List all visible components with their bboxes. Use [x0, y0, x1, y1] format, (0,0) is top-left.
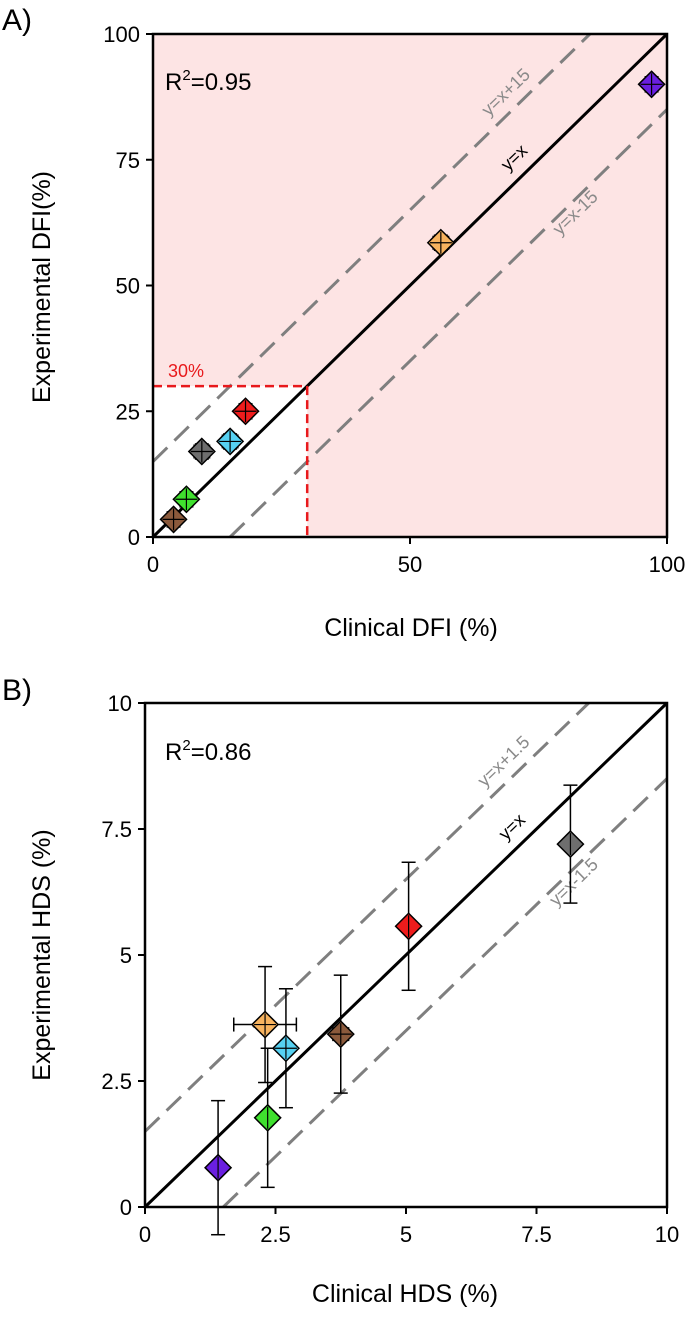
a-point-gray [187, 437, 216, 466]
x-tick-label: 0 [139, 1222, 151, 1247]
y-tick-label: 50 [116, 274, 140, 299]
panel-a-y-axis-title: Experimental DFI(%) [28, 171, 56, 403]
x-tick-label: 0 [147, 552, 159, 577]
a-point-orange [426, 228, 455, 257]
panel-a-chart: A) y=xy=x+15y=x-15 30% 0 50 1000255075100 … [2, 4, 685, 642]
panel-b-y-axis-title: Experimental HDS (%) [28, 829, 56, 1080]
b-point-cyan [271, 988, 301, 1109]
b-point-green [253, 1047, 282, 1189]
b-point-purple [204, 1099, 233, 1236]
b-line-label: y=x [495, 810, 529, 844]
a-point-brown [159, 505, 188, 534]
panel-b-axes: 0 2.5 5 7.5 10 0 2.5 5 7.5 10 [101, 691, 679, 1247]
panel-a-threshold-lines [153, 384, 309, 537]
a-point-red [231, 397, 260, 426]
panel-a-threshold-label: 30% [168, 361, 204, 381]
panel-a-r-squared: R2=0.95 [165, 67, 251, 96]
b-line-label: y=x-1.5 [545, 854, 602, 910]
panel-a-axes: 0 50 100 0 25 50 75 100 [103, 22, 685, 577]
x-tick-label: 10 [655, 1222, 679, 1247]
x-tick-label: 2.5 [260, 1222, 291, 1247]
x-tick-label: 50 [398, 552, 422, 577]
b-point-brown [326, 974, 355, 1094]
panel-b-reference-lines: y=x y=x+1.5 y=x-1.5 [143, 701, 669, 1209]
panel-b-points [204, 784, 585, 1236]
a-point-purple [637, 70, 666, 99]
b-point-gray [556, 784, 585, 904]
panel-b-r-squared: R2=0.86 [165, 737, 251, 766]
b-line-label: y=x+1.5 [473, 732, 533, 791]
y-tick-label: 5 [120, 943, 132, 968]
b-line-y-eq-xplus1p5 [143, 701, 590, 1133]
b-line-y-eq-x [143, 701, 669, 1209]
panel-b-label: B) [2, 674, 32, 707]
a-line-y-eq-x-15 [229, 108, 669, 539]
y-tick-label: 2.5 [101, 1069, 132, 1094]
y-tick-label: 75 [116, 148, 140, 173]
y-tick-label: 0 [128, 525, 140, 550]
a-point-green [172, 485, 201, 514]
x-tick-label: 5 [400, 1222, 412, 1247]
a-point-cyan [216, 427, 245, 456]
y-tick-label: 10 [108, 691, 132, 716]
y-tick-label: 25 [116, 399, 140, 424]
x-tick-label: 100 [649, 552, 686, 577]
b-point-orange [232, 965, 298, 1084]
panel-b-x-axis-title: Clinical HDS (%) [312, 1280, 498, 1308]
b-point-red [394, 861, 423, 992]
x-tick-label: 7.5 [521, 1222, 552, 1247]
y-tick-label: 100 [103, 22, 140, 47]
y-tick-label: 0 [120, 1195, 132, 1220]
a-line-y-eq-xplus15 [151, 32, 591, 463]
y-tick-label: 7.5 [101, 817, 132, 842]
panel-b-chart: B) y=x y=x+1.5 y=x-1.5 0 2.5 5 7.5 10 0 2.5 5 7.5 1… [2, 674, 679, 1308]
b-line-y-eq-x-1p5 [222, 777, 669, 1209]
a-line-y-eq-x [151, 32, 669, 539]
panel-a-x-axis-title: Clinical DFI (%) [324, 614, 498, 642]
panel-a-points [159, 70, 666, 534]
panel-a-label: A) [2, 4, 32, 37]
